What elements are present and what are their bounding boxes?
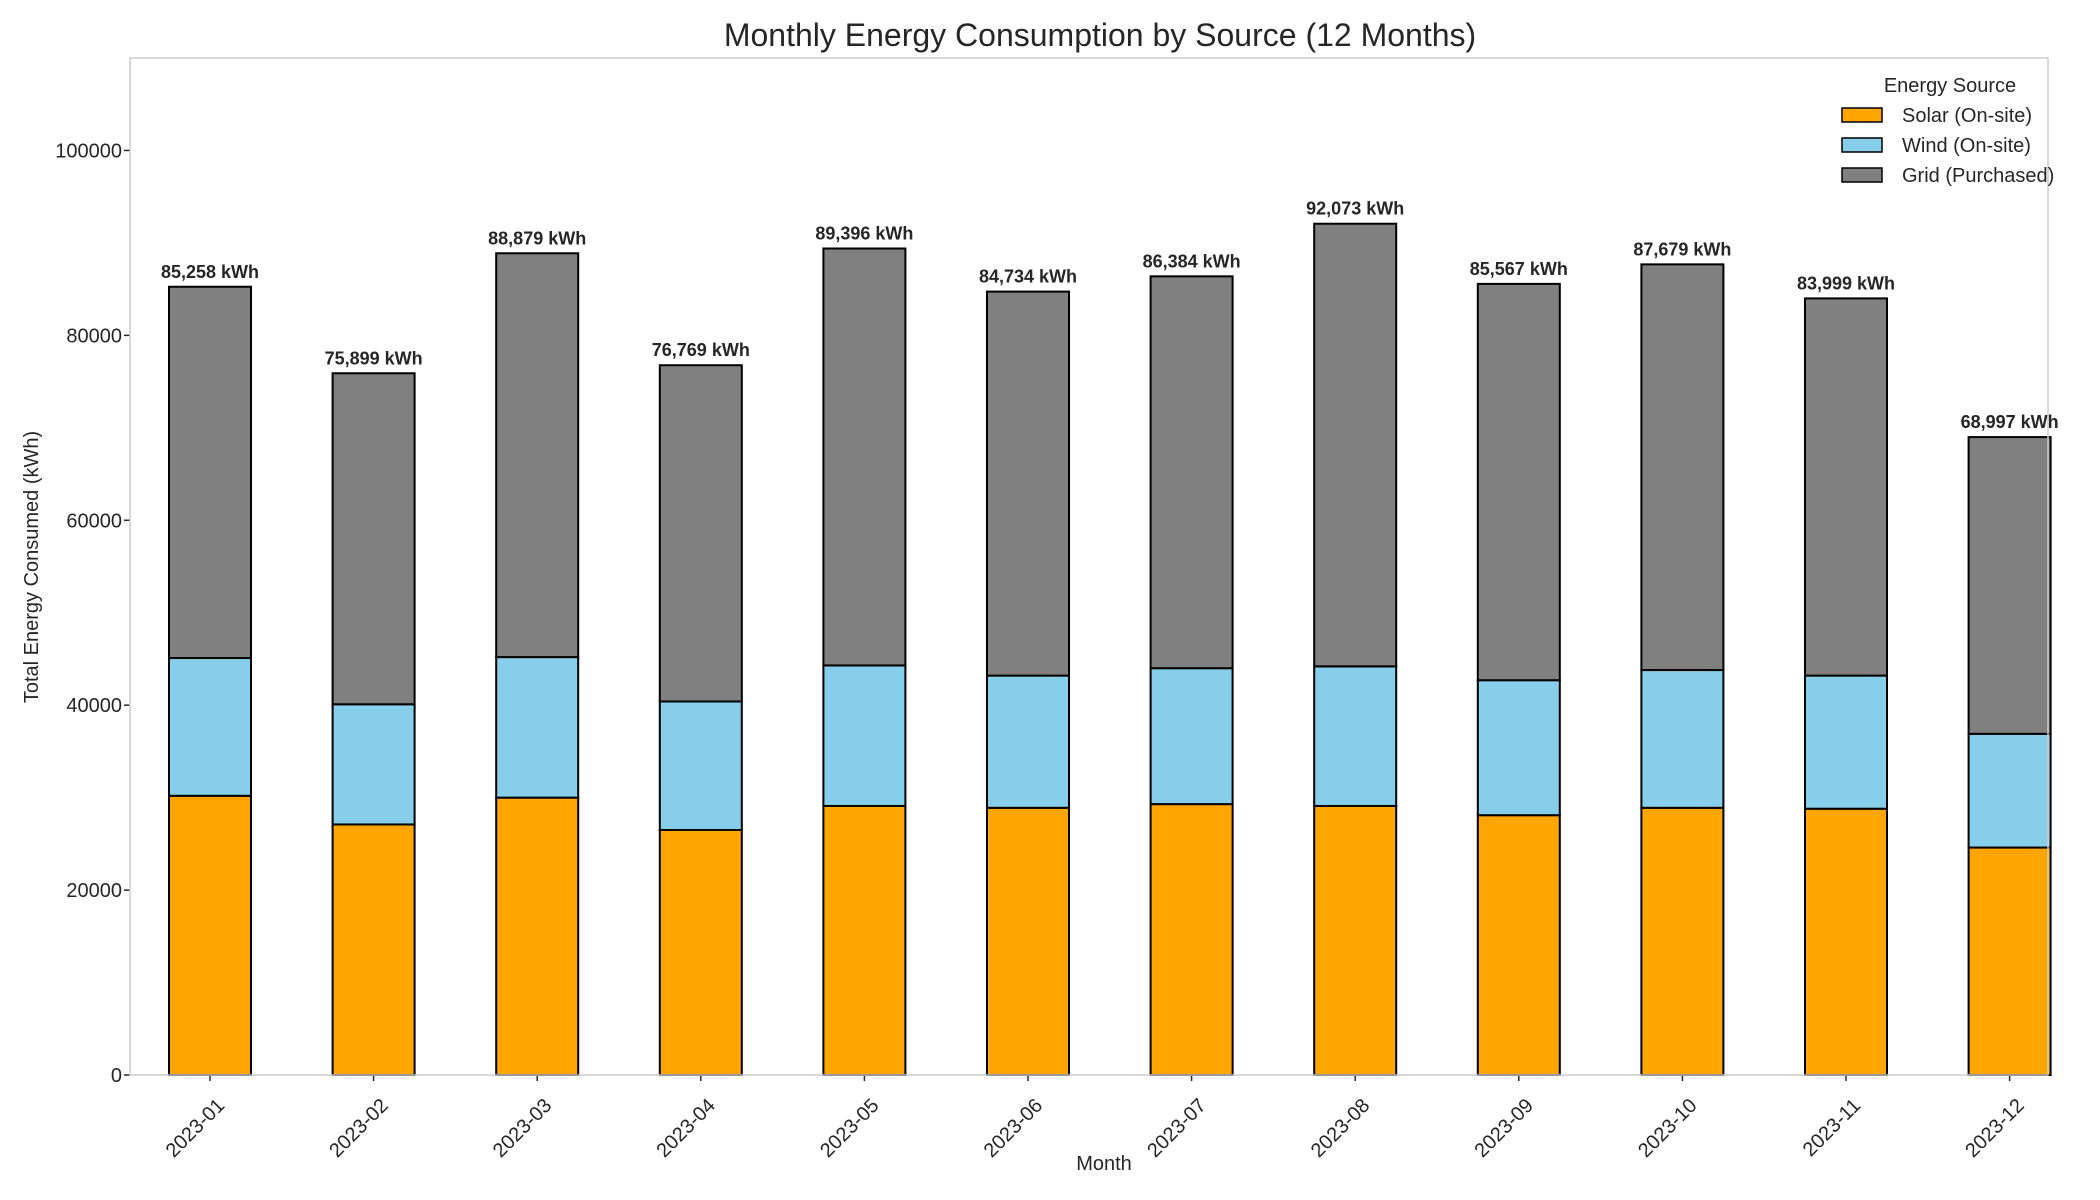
total-label-2023-07: 86,384 kWh xyxy=(1143,251,1241,271)
total-label-2023-11: 83,999 kWh xyxy=(1797,273,1895,293)
legend-swatch-2 xyxy=(1841,167,1883,183)
bar-segment-2023-12-s1 xyxy=(1967,732,2052,849)
legend-swatch-0 xyxy=(1841,107,1883,123)
bar-segment-2023-01-s2 xyxy=(168,285,252,660)
legend-label-1: Wind (On-site) xyxy=(1902,135,2031,157)
bar-segment-2023-08-s2 xyxy=(1313,222,1398,668)
bar-segment-2023-02-s1 xyxy=(331,703,416,826)
legend-label-2: Grid (Purchased) xyxy=(1902,165,2054,187)
plot-area-frame xyxy=(129,57,2049,1076)
y-axis-label: Total Energy Consumed (kWh) xyxy=(21,431,43,703)
legend-swatch-1 xyxy=(1841,137,1883,153)
bar-segment-2023-04-s0 xyxy=(658,829,743,1076)
bar-segment-2023-08-s1 xyxy=(1313,665,1398,807)
total-label-2023-05: 89,396 kWh xyxy=(815,223,913,243)
chart-title: Monthly Energy Consumption by Source (12… xyxy=(724,17,1476,53)
y-tick-label-40000: 40000 xyxy=(66,695,122,717)
bar-segment-2023-10-s0 xyxy=(1640,806,1725,1076)
bar-segment-2023-09-s0 xyxy=(1476,814,1561,1076)
bar-segment-2023-09-s2 xyxy=(1476,282,1561,682)
total-label-2023-03: 88,879 kWh xyxy=(488,228,586,248)
total-label-2023-09: 85,567 kWh xyxy=(1470,259,1568,279)
bar-segment-2023-11-s1 xyxy=(1804,674,1888,810)
bar-segment-2023-12-s2 xyxy=(1967,436,2052,735)
bar-segment-2023-06-s0 xyxy=(986,806,1070,1076)
bar-segment-2023-03-s2 xyxy=(495,252,580,659)
total-label-2023-08: 92,073 kWh xyxy=(1306,199,1404,219)
y-axis-ticks: 0 20000 40000 60000 80000 100000 xyxy=(55,140,130,1087)
bar-segment-2023-04-s2 xyxy=(658,364,743,703)
legend: Energy Source Solar (On-site) Wind (On-si… xyxy=(1841,75,2054,187)
y-tick-label-0: 0 xyxy=(111,1065,122,1087)
legend-title: Energy Source xyxy=(1884,75,2016,97)
bar-segment-2023-01-s0 xyxy=(168,794,252,1076)
total-label-2023-01: 85,258 kWh xyxy=(161,262,259,282)
bar-segment-2023-07-s0 xyxy=(1149,803,1234,1076)
bar-segment-2023-06-s1 xyxy=(986,674,1070,809)
bar-segment-2023-11-s0 xyxy=(1804,807,1888,1076)
total-label-2023-04: 76,769 kWh xyxy=(652,340,750,360)
bar-segment-2023-07-s1 xyxy=(1149,667,1234,806)
legend-label-0: Solar (On-site) xyxy=(1902,105,2032,127)
y-tick-label-80000: 80000 xyxy=(66,325,122,347)
total-label-2023-02: 75,899 kWh xyxy=(325,348,423,368)
total-label-2023-06: 84,734 kWh xyxy=(979,267,1077,287)
x-axis-label: Month xyxy=(1076,1153,1132,1175)
bar-segment-2023-03-s0 xyxy=(495,796,580,1076)
bar-segment-2023-12-s0 xyxy=(1967,846,2052,1076)
bar-segment-2023-09-s1 xyxy=(1476,679,1561,817)
total-labels-group: 85,258 kWh 75,899 kWh 88,879 kWh 76,769 kWh… xyxy=(161,199,2059,432)
bar-segment-2023-06-s2 xyxy=(986,290,1070,677)
total-label-2023-10: 87,679 kWh xyxy=(1633,239,1731,259)
bar-segment-2023-10-s2 xyxy=(1640,263,1725,672)
y-tick-label-20000: 20000 xyxy=(66,880,122,902)
bar-segment-2023-02-s0 xyxy=(331,823,416,1077)
y-tick-label-60000: 60000 xyxy=(66,510,122,532)
bar-segment-2023-08-s0 xyxy=(1313,804,1398,1077)
bar-segment-2023-02-s2 xyxy=(331,372,416,706)
total-label-2023-12: 68,997 kWh xyxy=(1961,412,2059,432)
bar-segment-2023-03-s1 xyxy=(495,656,580,799)
bar-segment-2023-10-s1 xyxy=(1640,669,1725,809)
bar-segment-2023-11-s2 xyxy=(1804,297,1888,677)
bar-segment-2023-05-s2 xyxy=(822,247,907,667)
y-tick-label-100000: 100000 xyxy=(55,140,122,162)
bar-segment-2023-04-s1 xyxy=(658,700,743,831)
bars-group xyxy=(168,222,2052,1077)
bar-segment-2023-05-s0 xyxy=(822,804,907,1077)
bar-segment-2023-05-s1 xyxy=(822,664,907,807)
bar-segment-2023-07-s2 xyxy=(1149,275,1234,670)
bar-segment-2023-01-s1 xyxy=(168,657,252,797)
